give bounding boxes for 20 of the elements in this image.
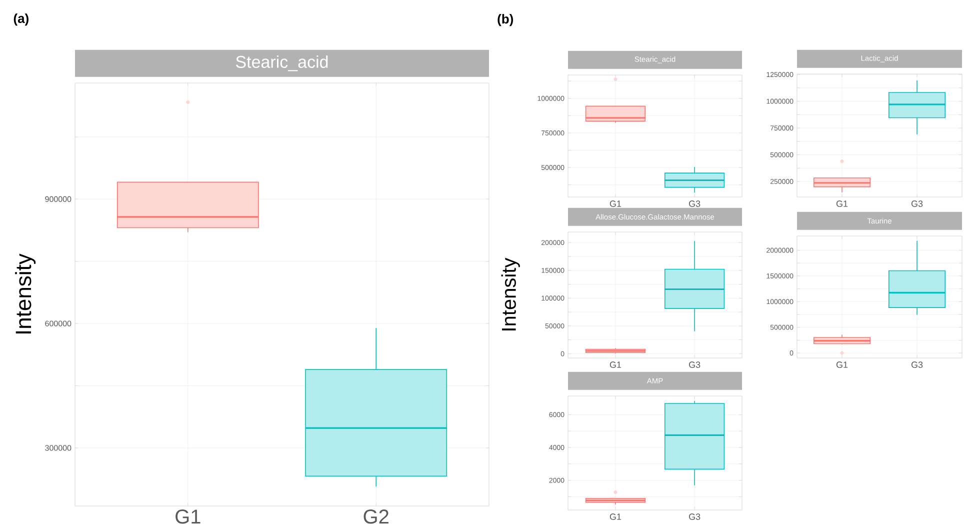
y-tick-label: 600000 — [45, 320, 72, 326]
text: (b) — [498, 14, 514, 26]
x-tick-label: G3 — [911, 362, 923, 368]
x-tick-label: G3 — [689, 362, 700, 368]
y-tick-label: 300000 — [45, 445, 72, 451]
x-tick-label: G2 — [364, 510, 388, 524]
y-axis-title: Intensity — [501, 258, 520, 330]
x-tick-label: G1 — [836, 362, 848, 368]
x-tick-label: G1 — [610, 514, 622, 520]
text: (a) — [14, 13, 28, 26]
x-tick-label: G1 — [610, 362, 622, 368]
chart-title: Stearic_acid — [236, 55, 328, 72]
x-tick-label: G3 — [689, 514, 700, 520]
y-axis-title: Intensity — [15, 254, 36, 334]
x-tick-label: G3 — [911, 200, 923, 207]
x-tick-label: G1 — [610, 200, 622, 207]
x-tick-label: G1 — [176, 510, 200, 524]
x-tick-label: G3 — [689, 200, 700, 207]
y-tick-label: 900000 — [45, 196, 72, 202]
x-tick-label: G1 — [836, 200, 848, 207]
